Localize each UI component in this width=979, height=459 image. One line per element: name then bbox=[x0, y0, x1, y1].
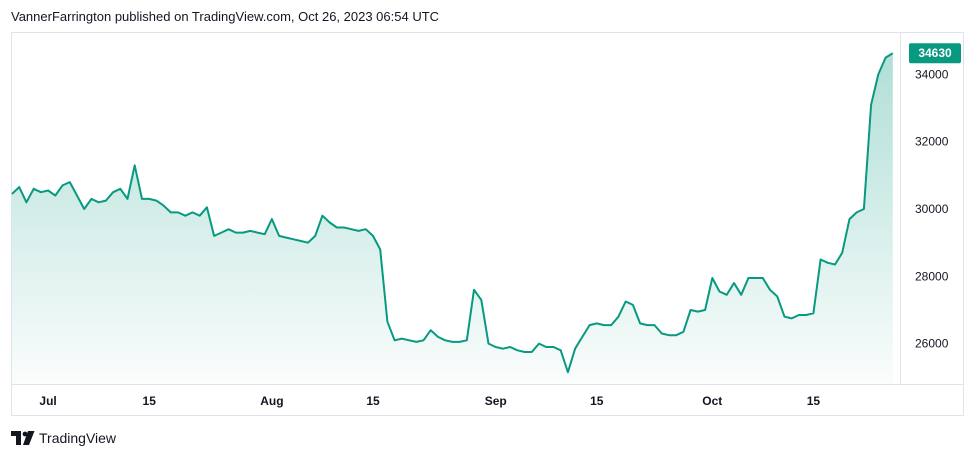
y-tick-label: 30000 bbox=[915, 202, 949, 216]
price-area-fill bbox=[12, 53, 893, 384]
x-tick-label: Sep bbox=[485, 394, 507, 408]
y-tick-label: 34000 bbox=[915, 67, 949, 81]
x-tick-label: 15 bbox=[590, 394, 604, 408]
y-tick-label: 32000 bbox=[915, 135, 949, 149]
brand-name: TradingView bbox=[39, 430, 117, 446]
tradingview-brand[interactable]: TradingView bbox=[11, 430, 116, 446]
y-tick-label: 28000 bbox=[915, 269, 949, 283]
price-scale-divider bbox=[900, 32, 901, 384]
x-tick-label: 15 bbox=[807, 394, 821, 408]
x-tick-label: 15 bbox=[366, 394, 380, 408]
last-price-badge bbox=[909, 43, 961, 64]
time-scale-divider bbox=[11, 384, 964, 385]
x-tick-label: Aug bbox=[260, 394, 283, 408]
published-byline: VannerFarrington published on TradingVie… bbox=[11, 9, 440, 24]
y-tick-label: 26000 bbox=[915, 337, 949, 351]
last-price-label: 34630 bbox=[918, 46, 952, 60]
chart-frame bbox=[11, 32, 964, 416]
x-tick-label: Oct bbox=[702, 394, 722, 408]
x-tick-label: Jul bbox=[39, 394, 56, 408]
tradingview-logo-icon bbox=[11, 431, 35, 445]
x-tick-label: 15 bbox=[143, 394, 157, 408]
price-line bbox=[11, 52, 894, 374]
